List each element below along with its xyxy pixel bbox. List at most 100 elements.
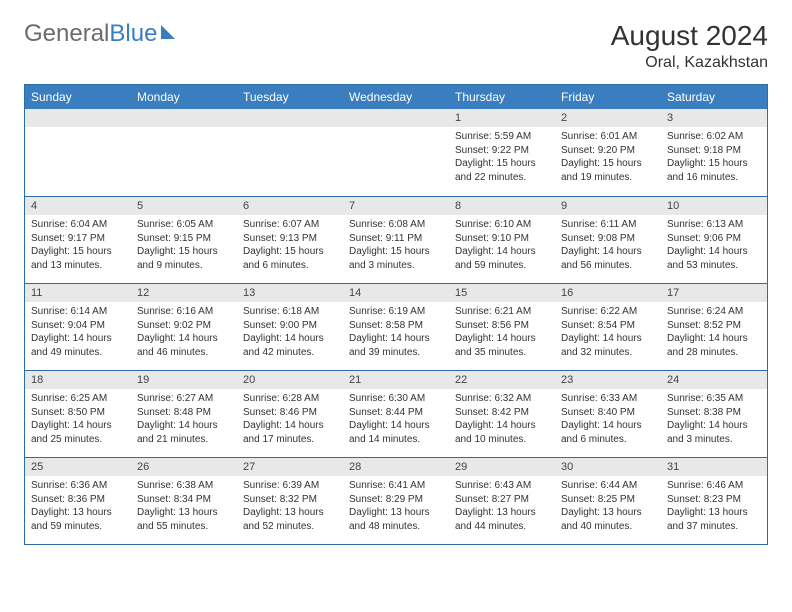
day-content: Sunrise: 6:22 AMSunset: 8:54 PMDaylight:… (555, 302, 661, 363)
daylight-text: Daylight: 15 hours and 19 minutes. (561, 157, 655, 184)
day-cell: 11Sunrise: 6:14 AMSunset: 9:04 PMDayligh… (25, 284, 131, 370)
weekday-header: Sunday (25, 85, 131, 109)
daylight-text: Daylight: 14 hours and 42 minutes. (243, 332, 337, 359)
sunrise-text: Sunrise: 6:13 AM (667, 218, 761, 232)
sunrise-text: Sunrise: 6:44 AM (561, 479, 655, 493)
sunrise-text: Sunrise: 6:32 AM (455, 392, 549, 406)
day-cell: 24Sunrise: 6:35 AMSunset: 8:38 PMDayligh… (661, 371, 767, 457)
header: GeneralBlue August 2024 Oral, Kazakhstan (24, 20, 768, 72)
daylight-text: Daylight: 13 hours and 40 minutes. (561, 506, 655, 533)
daylight-text: Daylight: 13 hours and 52 minutes. (243, 506, 337, 533)
day-cell: 9 Sunrise: 6:11 AMSunset: 9:08 PMDaylight… (555, 197, 661, 283)
day-cell: 26Sunrise: 6:38 AMSunset: 8:34 PMDayligh… (131, 458, 237, 544)
day-number: 4 (25, 197, 131, 215)
day-cell: 7Sunrise: 6:08 AMSunset: 9:11 PMDaylight… (343, 197, 449, 283)
daylight-text: Daylight: 15 hours and 3 minutes. (349, 245, 443, 272)
daylight-text: Daylight: 15 hours and 13 minutes. (31, 245, 125, 272)
day-number: 14 (343, 284, 449, 302)
week-row: 18Sunrise: 6:25 AMSunset: 8:50 PMDayligh… (25, 370, 767, 457)
day-content: Sunrise: 6:13 AMSunset: 9:06 PMDaylight:… (661, 215, 767, 276)
sunset-text: Sunset: 9:06 PM (667, 232, 761, 246)
daylight-text: Daylight: 14 hours and 6 minutes. (561, 419, 655, 446)
sunrise-text: Sunrise: 6:38 AM (137, 479, 231, 493)
sunrise-text: Sunrise: 5:59 AM (455, 130, 549, 144)
day-number: 17 (661, 284, 767, 302)
sunset-text: Sunset: 9:08 PM (561, 232, 655, 246)
daylight-text: Daylight: 13 hours and 44 minutes. (455, 506, 549, 533)
sunset-text: Sunset: 9:04 PM (31, 319, 125, 333)
weekday-header: Friday (555, 85, 661, 109)
daylight-text: Daylight: 14 hours and 28 minutes. (667, 332, 761, 359)
day-number: 6 (237, 197, 343, 215)
sunrise-text: Sunrise: 6:11 AM (561, 218, 655, 232)
day-cell: 15Sunrise: 6:21 AMSunset: 8:56 PMDayligh… (449, 284, 555, 370)
location-label: Oral, Kazakhstan (611, 54, 768, 72)
daylight-text: Daylight: 14 hours and 25 minutes. (31, 419, 125, 446)
sunset-text: Sunset: 9:20 PM (561, 144, 655, 158)
day-number: 23 (555, 371, 661, 389)
sunrise-text: Sunrise: 6:10 AM (455, 218, 549, 232)
day-content: Sunrise: 6:01 AMSunset: 9:20 PMDaylight:… (555, 127, 661, 188)
day-content: Sunrise: 6:16 AMSunset: 9:02 PMDaylight:… (131, 302, 237, 363)
daylight-text: Daylight: 13 hours and 59 minutes. (31, 506, 125, 533)
sunset-text: Sunset: 8:54 PM (561, 319, 655, 333)
day-content: Sunrise: 6:27 AMSunset: 8:48 PMDaylight:… (131, 389, 237, 450)
day-number: 10 (661, 197, 767, 215)
weekday-header-row: SundayMondayTuesdayWednesdayThursdayFrid… (25, 85, 767, 109)
day-number: 19 (131, 371, 237, 389)
sunrise-text: Sunrise: 6:08 AM (349, 218, 443, 232)
day-number: 2 (555, 109, 661, 127)
day-content: Sunrise: 5:59 AMSunset: 9:22 PMDaylight:… (449, 127, 555, 188)
daylight-text: Daylight: 15 hours and 6 minutes. (243, 245, 337, 272)
day-cell: 18Sunrise: 6:25 AMSunset: 8:50 PMDayligh… (25, 371, 131, 457)
day-number (343, 109, 449, 127)
day-number: 1 (449, 109, 555, 127)
sunrise-text: Sunrise: 6:14 AM (31, 305, 125, 319)
sunset-text: Sunset: 8:42 PM (455, 406, 549, 420)
brand-part2: Blue (109, 20, 157, 48)
sunset-text: Sunset: 9:17 PM (31, 232, 125, 246)
day-number: 11 (25, 284, 131, 302)
day-cell: 12Sunrise: 6:16 AMSunset: 9:02 PMDayligh… (131, 284, 237, 370)
sunset-text: Sunset: 8:46 PM (243, 406, 337, 420)
daylight-text: Daylight: 14 hours and 56 minutes. (561, 245, 655, 272)
sunset-text: Sunset: 9:10 PM (455, 232, 549, 246)
day-number (25, 109, 131, 127)
sunset-text: Sunset: 8:36 PM (31, 493, 125, 507)
logo-triangle-icon (161, 25, 175, 39)
day-cell: 27Sunrise: 6:39 AMSunset: 8:32 PMDayligh… (237, 458, 343, 544)
sunset-text: Sunset: 8:40 PM (561, 406, 655, 420)
day-cell: 25Sunrise: 6:36 AMSunset: 8:36 PMDayligh… (25, 458, 131, 544)
day-number: 29 (449, 458, 555, 476)
day-cell: 5Sunrise: 6:05 AMSunset: 9:15 PMDaylight… (131, 197, 237, 283)
sunrise-text: Sunrise: 6:30 AM (349, 392, 443, 406)
sunrise-text: Sunrise: 6:46 AM (667, 479, 761, 493)
day-number: 26 (131, 458, 237, 476)
week-row: 25Sunrise: 6:36 AMSunset: 8:36 PMDayligh… (25, 457, 767, 544)
day-cell (131, 109, 237, 196)
sunset-text: Sunset: 8:52 PM (667, 319, 761, 333)
day-cell: 3Sunrise: 6:02 AMSunset: 9:18 PMDaylight… (661, 109, 767, 196)
month-title: August 2024 (611, 20, 768, 52)
day-content: Sunrise: 6:28 AMSunset: 8:46 PMDaylight:… (237, 389, 343, 450)
sunset-text: Sunset: 8:50 PM (31, 406, 125, 420)
calendar-grid: SundayMondayTuesdayWednesdayThursdayFrid… (24, 84, 768, 545)
day-number: 20 (237, 371, 343, 389)
sunrise-text: Sunrise: 6:19 AM (349, 305, 443, 319)
day-content: Sunrise: 6:10 AMSunset: 9:10 PMDaylight:… (449, 215, 555, 276)
day-cell: 10Sunrise: 6:13 AMSunset: 9:06 PMDayligh… (661, 197, 767, 283)
day-cell: 2Sunrise: 6:01 AMSunset: 9:20 PMDaylight… (555, 109, 661, 196)
day-content: Sunrise: 6:24 AMSunset: 8:52 PMDaylight:… (661, 302, 767, 363)
sunset-text: Sunset: 8:44 PM (349, 406, 443, 420)
day-number: 9 (555, 197, 661, 215)
day-number: 5 (131, 197, 237, 215)
day-number: 22 (449, 371, 555, 389)
daylight-text: Daylight: 14 hours and 59 minutes. (455, 245, 549, 272)
sunrise-text: Sunrise: 6:04 AM (31, 218, 125, 232)
brand-part1: General (24, 20, 109, 48)
week-row: 1Sunrise: 5:59 AMSunset: 9:22 PMDaylight… (25, 109, 767, 196)
day-content: Sunrise: 6:18 AMSunset: 9:00 PMDaylight:… (237, 302, 343, 363)
daylight-text: Daylight: 15 hours and 16 minutes. (667, 157, 761, 184)
day-cell: 22Sunrise: 6:32 AMSunset: 8:42 PMDayligh… (449, 371, 555, 457)
daylight-text: Daylight: 14 hours and 32 minutes. (561, 332, 655, 359)
